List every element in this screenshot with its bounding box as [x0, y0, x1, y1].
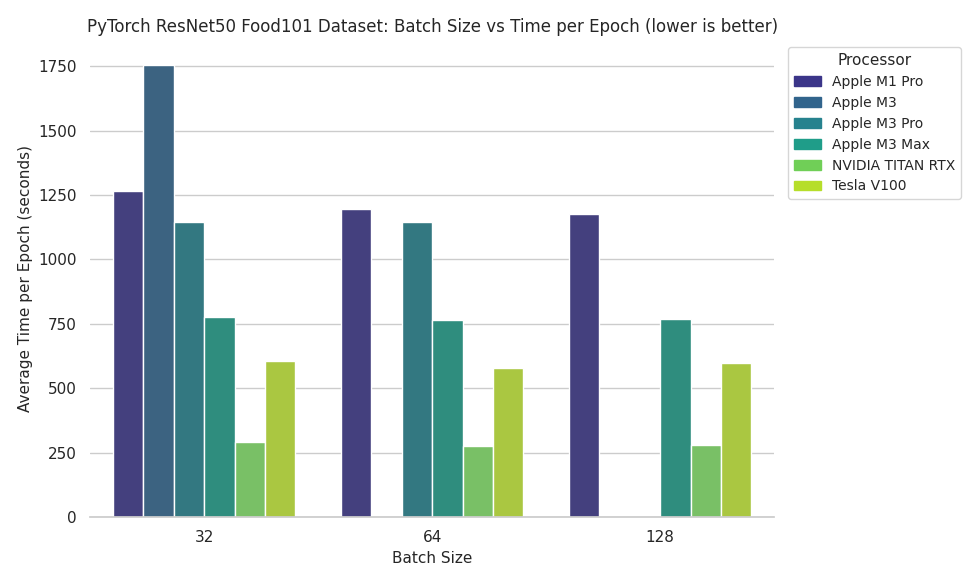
Bar [234, 443, 265, 517]
Bar [173, 222, 204, 517]
Bar [113, 191, 143, 517]
Bar [432, 320, 463, 517]
Bar [463, 446, 493, 517]
Bar [661, 319, 691, 517]
Bar [691, 444, 721, 517]
Bar [143, 65, 173, 517]
Bar [493, 369, 523, 517]
Bar [204, 318, 234, 517]
X-axis label: Batch Size: Batch Size [392, 551, 472, 566]
Bar [402, 222, 432, 517]
Bar [569, 214, 600, 517]
Legend: Apple M1 Pro, Apple M3, Apple M3 Pro, Apple M3 Max, NVIDIA TITAN RTX, Tesla V100: Apple M1 Pro, Apple M3, Apple M3 Pro, Ap… [788, 47, 961, 199]
Bar [265, 361, 295, 517]
Y-axis label: Average Time per Epoch (seconds): Average Time per Epoch (seconds) [18, 145, 33, 412]
Bar [341, 209, 371, 517]
Title: PyTorch ResNet50 Food101 Dataset: Batch Size vs Time per Epoch (lower is better): PyTorch ResNet50 Food101 Dataset: Batch … [86, 18, 778, 36]
Bar [721, 363, 752, 517]
